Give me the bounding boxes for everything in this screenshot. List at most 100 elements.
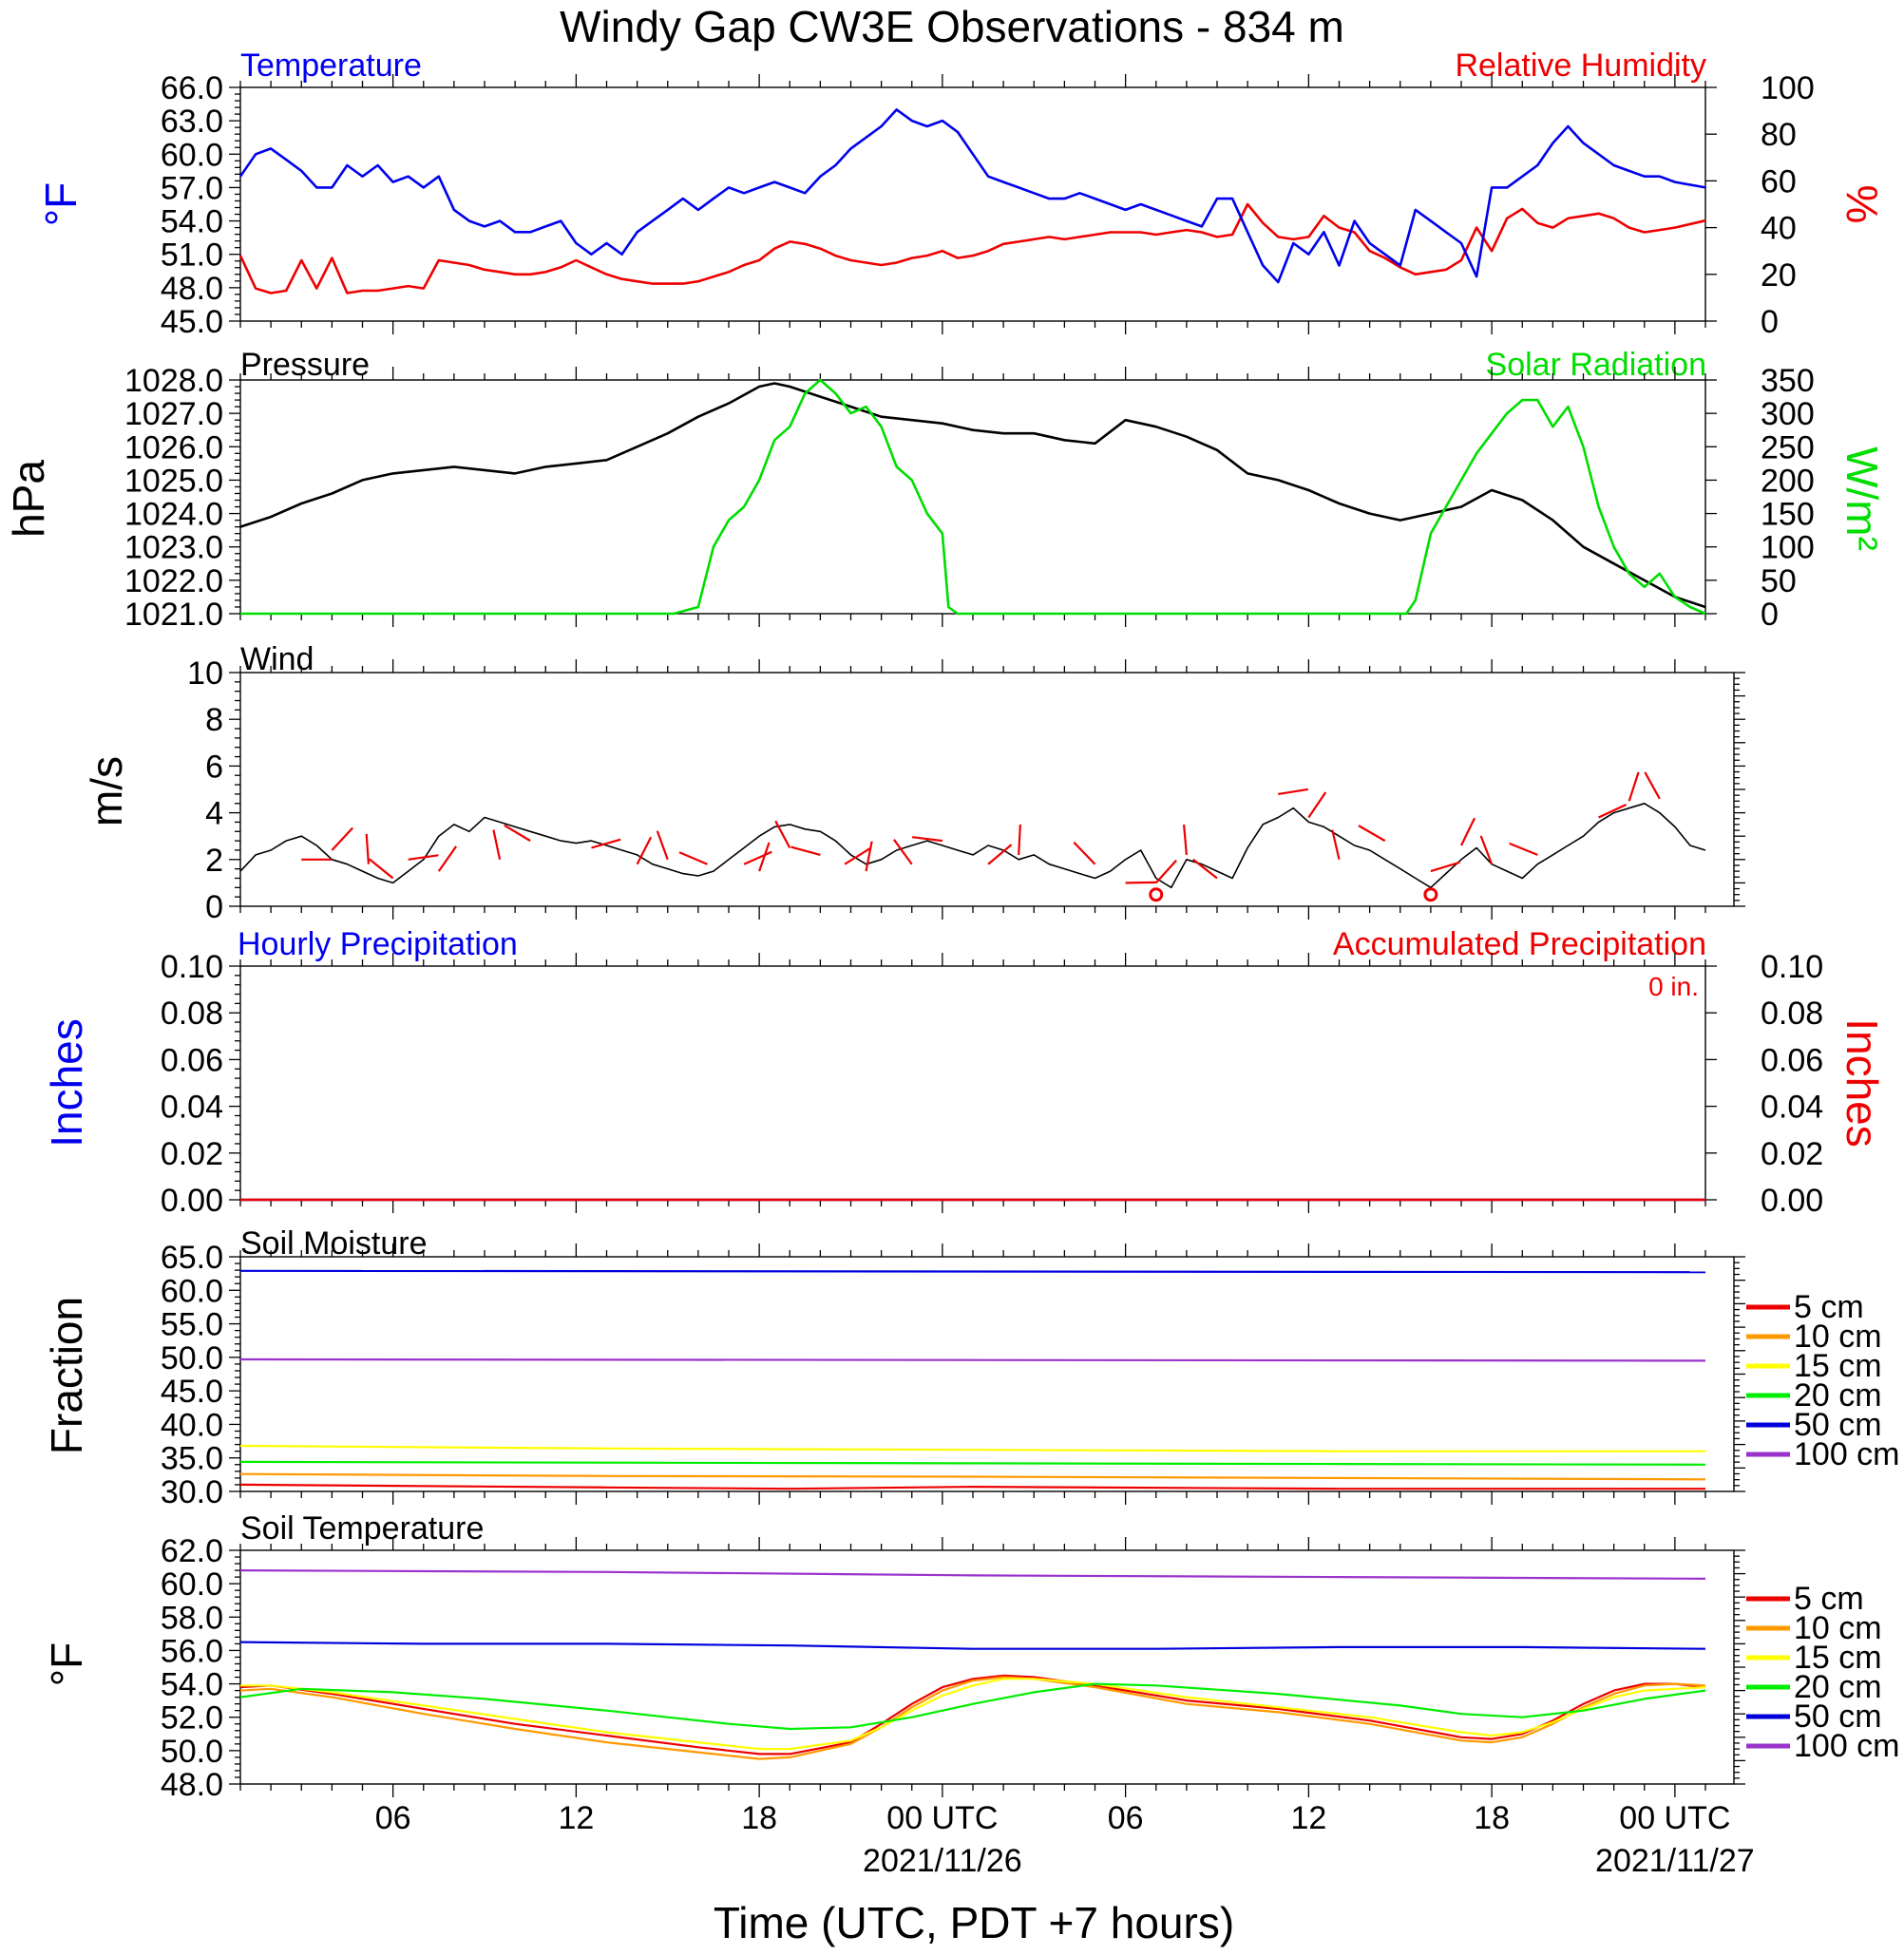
soil-moisture-line-1 bbox=[239, 1472, 1706, 1481]
hourly-precip-title: Hourly Precipitation bbox=[238, 926, 518, 962]
soil_moisture-left-tick-label: 45.0 bbox=[161, 1374, 223, 1410]
soil-moisture-line-3 bbox=[239, 1460, 1706, 1466]
temp_rh-right-tick-label: 0 bbox=[1761, 304, 1779, 340]
precip-right-tick-label: 0.04 bbox=[1761, 1090, 1823, 1126]
pressure-left-tick-label: 1022.0 bbox=[124, 563, 223, 599]
hourly-precip-axis-label: Inches bbox=[42, 1018, 91, 1148]
wind-left-tick-label: 4 bbox=[205, 796, 223, 832]
wind-left-tick-label: 10 bbox=[187, 655, 223, 692]
temp_rh-frame bbox=[239, 86, 1706, 322]
legend-label: 100 cm bbox=[1794, 1436, 1900, 1472]
wind-title: Wind bbox=[240, 641, 314, 677]
wind-barb bbox=[504, 824, 531, 843]
wind-barb bbox=[774, 820, 791, 849]
soil-moisture-line-5 bbox=[239, 1357, 1706, 1362]
precip-left-tick-label: 0.08 bbox=[161, 996, 223, 1032]
wind-barb bbox=[408, 854, 439, 861]
legend-label: 10 cm bbox=[1794, 1319, 1882, 1355]
x-date-label: 2021/11/26 bbox=[863, 1843, 1022, 1879]
pressure-right-tick-label: 0 bbox=[1761, 597, 1779, 633]
temp_rh-right-tick-label: 20 bbox=[1761, 257, 1797, 294]
soil_temp-left-tick-label: 54.0 bbox=[161, 1667, 223, 1703]
precip-right-tick-label: 0.00 bbox=[1761, 1183, 1823, 1219]
wind-barb bbox=[1331, 829, 1341, 861]
wind-left-tick-label: 2 bbox=[205, 843, 223, 879]
legend-label: 20 cm bbox=[1794, 1669, 1882, 1705]
pressure-lines bbox=[239, 378, 1706, 616]
temp_rh-left-tick-label: 51.0 bbox=[161, 237, 223, 274]
x-tick-label: 00 UTC bbox=[886, 1800, 998, 1836]
accumulated-precip-value: 0 in. bbox=[1648, 972, 1699, 1001]
precip-right-tick-label: 0.06 bbox=[1761, 1042, 1823, 1078]
soil-temp-panel: Soil Temperature °F 62.060.058.056.054.0… bbox=[42, 1510, 1900, 1803]
wind-barb bbox=[743, 850, 772, 865]
soil_moisture-frame bbox=[239, 1256, 1735, 1492]
x-tick-label: 06 bbox=[1108, 1800, 1144, 1836]
legend-label: 15 cm bbox=[1794, 1348, 1882, 1384]
wind-barb bbox=[790, 845, 821, 856]
soil_temp-left-tick-label: 60.0 bbox=[161, 1566, 223, 1603]
x-date-label: 2021/11/27 bbox=[1595, 1843, 1755, 1879]
wind-barb bbox=[1644, 771, 1661, 800]
precip-axes: 0.10 0.08 0.06 0.04 0.02 0.00 0.10 0.08 0.06 0.04… bbox=[161, 949, 1823, 1219]
temp-rh-panel: Temperature Relative Humidity °F % 66.06… bbox=[36, 47, 1887, 340]
pressure-panel: Pressure Solar Radiation hPa W/m² 1028.0… bbox=[4, 347, 1887, 633]
soil_moisture-left-tick-label: 55.0 bbox=[161, 1307, 223, 1343]
soil-moisture-lines bbox=[239, 1269, 1706, 1490]
precip-left-tick-label: 0.04 bbox=[161, 1090, 223, 1126]
precip-frame bbox=[239, 965, 1706, 1201]
wind-barb bbox=[331, 826, 354, 851]
temp_rh-right-tick-label: 100 bbox=[1761, 70, 1815, 106]
wind-barb bbox=[893, 839, 913, 865]
solar-radiation-title: Solar Radiation bbox=[1486, 347, 1706, 383]
soil-temp-line-4 bbox=[239, 1641, 1706, 1650]
precip-panel: Hourly Precipitation Accumulated Precipi… bbox=[42, 926, 1887, 1219]
soil_moisture-left-tick-label: 50.0 bbox=[161, 1340, 223, 1376]
pressure-right-tick-label: 300 bbox=[1761, 396, 1815, 432]
temp_rh-left-tick-label: 60.0 bbox=[161, 137, 223, 173]
calm-wind-marker bbox=[1423, 887, 1438, 902]
wind-axes: 10 8 6 4 2 0 bbox=[187, 655, 1745, 925]
wind-lines bbox=[239, 771, 1706, 902]
chart-title: Windy Gap CW3E Observations - 834 m bbox=[560, 2, 1344, 51]
soil-moisture-line-2 bbox=[239, 1444, 1705, 1452]
precip-right-tick-label: 0.08 bbox=[1761, 996, 1823, 1032]
wind-barb bbox=[369, 858, 394, 880]
soil_temp-left-tick-label: 62.0 bbox=[161, 1533, 223, 1569]
pressure-left-tick-label: 1026.0 bbox=[124, 429, 223, 465]
soil-moisture-axes: 65.060.055.050.045.040.035.030.0 bbox=[161, 1240, 1745, 1510]
wind-left-tick-label: 6 bbox=[205, 749, 223, 785]
x-tick-label: 18 bbox=[1474, 1800, 1510, 1836]
wind-barb bbox=[1598, 803, 1628, 819]
wind-barb bbox=[911, 836, 943, 843]
legend-label: 10 cm bbox=[1794, 1610, 1882, 1646]
soil_moisture-left-tick-label: 65.0 bbox=[161, 1240, 223, 1276]
pressure-left-tick-label: 1024.0 bbox=[124, 497, 223, 533]
pressure-left-tick-label: 1028.0 bbox=[124, 363, 223, 399]
legend-label: 50 cm bbox=[1794, 1407, 1882, 1443]
pressure-right-tick-label: 100 bbox=[1761, 530, 1815, 566]
wind-barb bbox=[1509, 842, 1538, 856]
wind-barb bbox=[844, 846, 871, 865]
pressure-right-tick-label: 200 bbox=[1761, 463, 1815, 499]
soil-temp-line-5 bbox=[239, 1569, 1706, 1580]
temp_rh-left-tick-label: 66.0 bbox=[161, 70, 223, 106]
wind-barb bbox=[1073, 841, 1096, 865]
wind-barb bbox=[1358, 825, 1386, 843]
precip-right-tick-label: 0.02 bbox=[1761, 1136, 1823, 1172]
soil_moisture-left-tick-label: 30.0 bbox=[161, 1474, 223, 1510]
soil-moisture-line-0 bbox=[239, 1483, 1705, 1490]
pressure-right-tick-label: 150 bbox=[1761, 497, 1815, 533]
soil_moisture-left-tick-label: 35.0 bbox=[161, 1441, 223, 1477]
temperature-series-line bbox=[238, 108, 1706, 284]
wind-barb bbox=[437, 845, 458, 872]
pressure-left-tick-label: 1025.0 bbox=[124, 463, 223, 499]
wind-barb bbox=[656, 830, 669, 861]
legend-label: 5 cm bbox=[1794, 1581, 1864, 1617]
humidity-axis-label: % bbox=[1837, 185, 1887, 224]
temperature-axis-label: °F bbox=[36, 182, 86, 227]
precip-right-tick-label: 0.10 bbox=[1761, 949, 1823, 985]
precip-left-tick-label: 0.06 bbox=[161, 1042, 223, 1078]
